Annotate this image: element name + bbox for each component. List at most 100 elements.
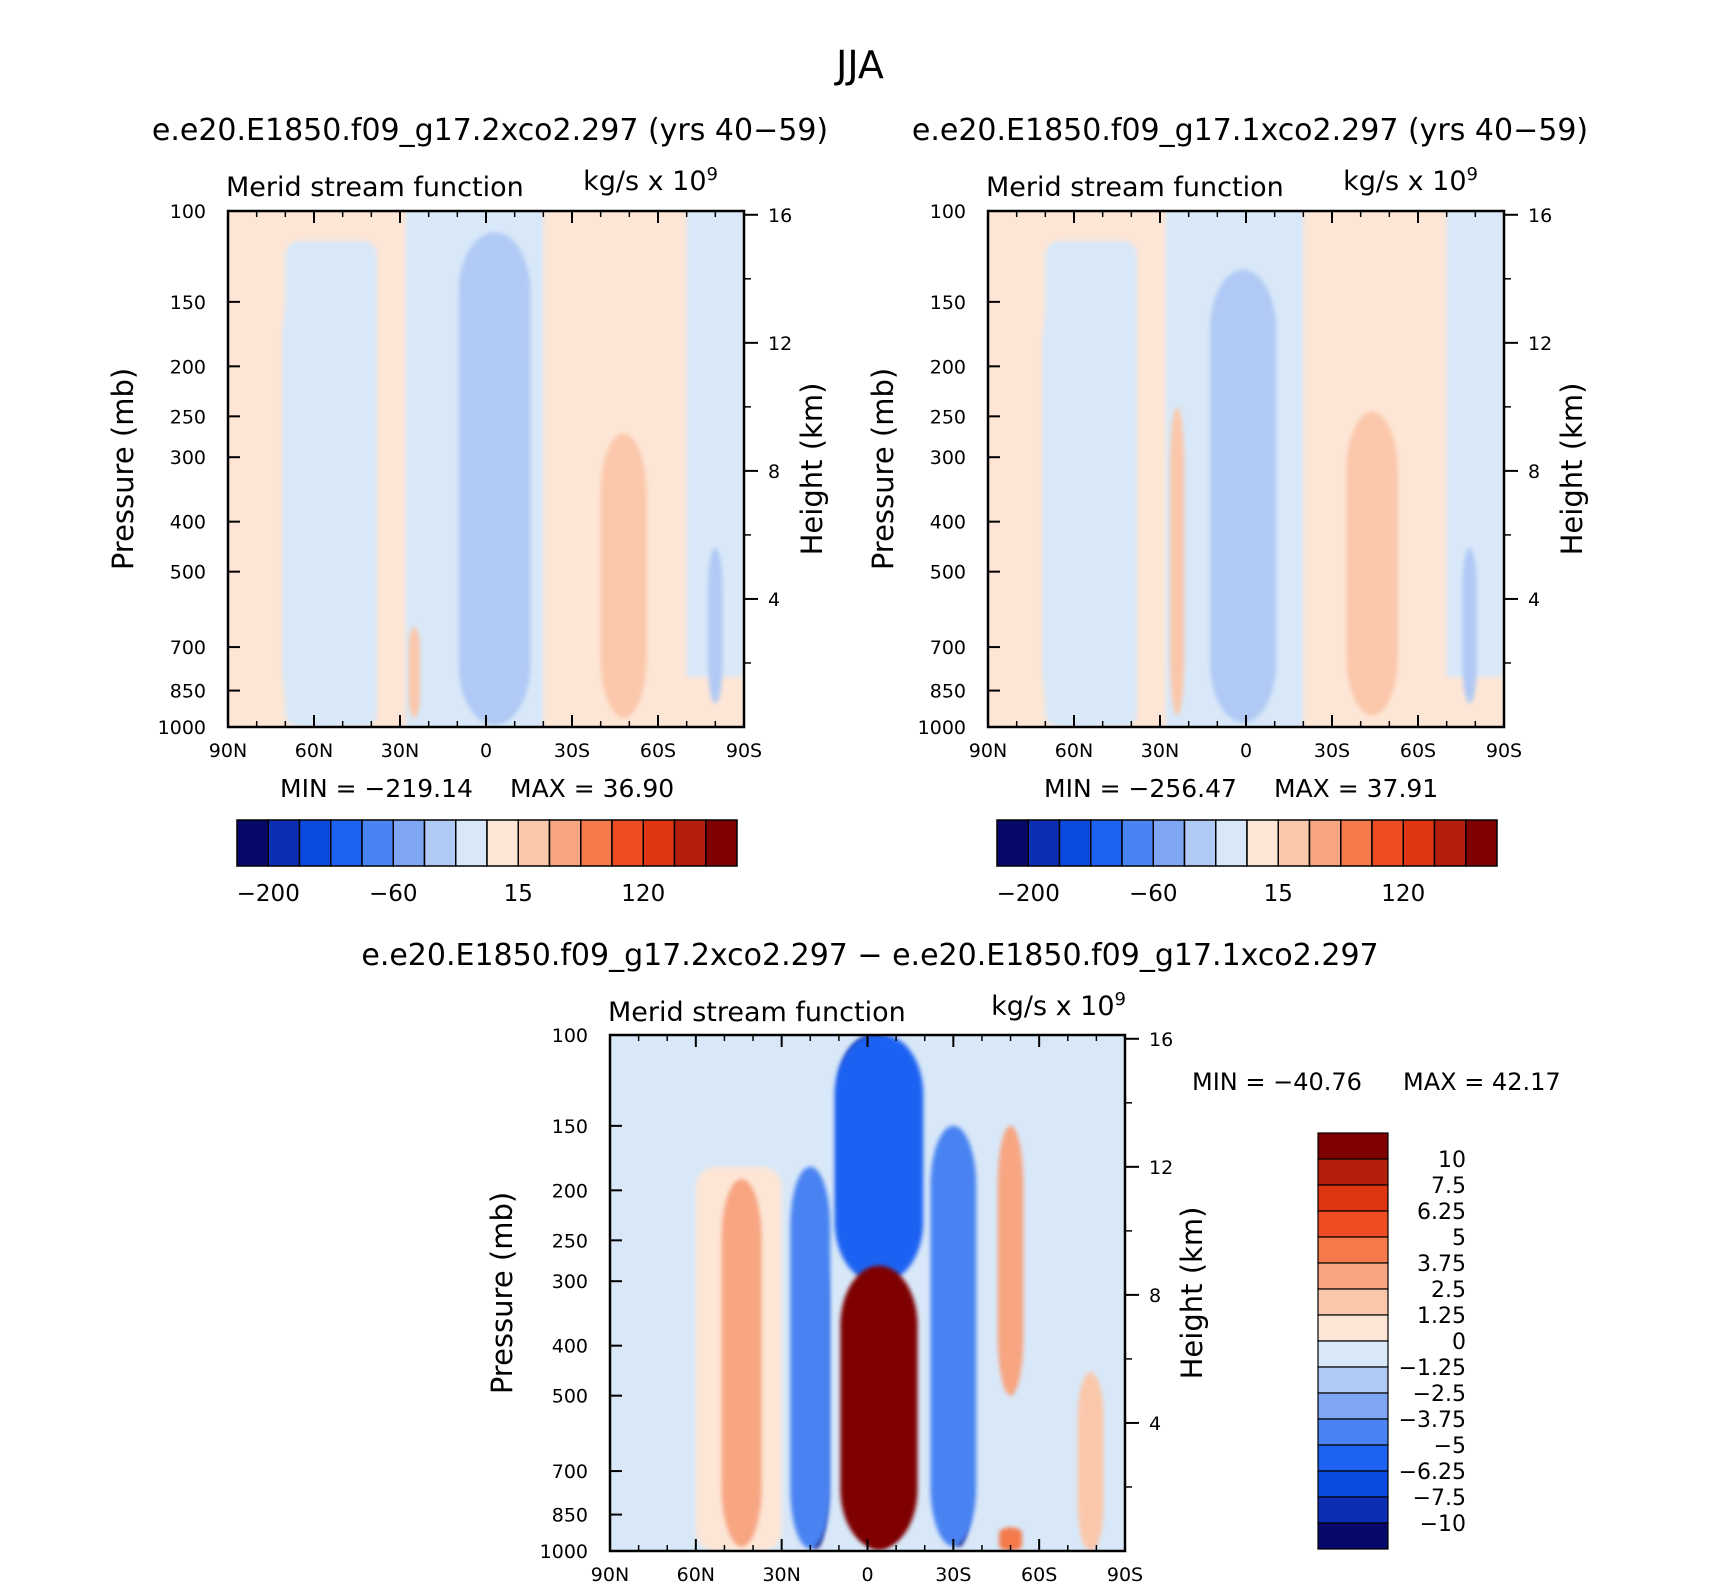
y-tick-label: 850: [170, 681, 206, 703]
panel-2-ylabel: Pressure (mb): [866, 368, 900, 570]
panel-3-units-exponent: 9: [1115, 989, 1126, 1010]
colorbar-box: [392, 819, 426, 867]
colorbar-box: [1317, 1262, 1389, 1290]
panel-2-min-label: MIN = −256.47: [1044, 774, 1237, 803]
contour-cell-5: [790, 1166, 831, 1549]
y-tick-label: 250: [552, 1230, 588, 1252]
panel-2-ylabel-right: Height (km): [1555, 383, 1589, 556]
colorbar-label: −2.5: [1413, 1382, 1466, 1407]
panel-1-max-label: MAX = 36.90: [510, 774, 674, 803]
y-tick-label: 250: [170, 406, 206, 428]
panel-3-units: kg/s x 109: [991, 989, 1126, 1022]
panel-3-ylabel-right: Height (km): [1175, 1207, 1209, 1380]
height-tick-label: 16: [1149, 1029, 1173, 1051]
panel-3: e.e20.E1850.f09_g17.2xco2.297 − e.e20.E1…: [361, 938, 1560, 1586]
colorbar-box: [1371, 819, 1404, 867]
x-tick-label: 30N: [381, 740, 419, 762]
height-tick-label: 4: [768, 589, 780, 611]
x-tick-label: 60N: [295, 740, 333, 762]
colorbar-label: 120: [1381, 881, 1425, 907]
colorbar-label: −6.25: [1399, 1460, 1466, 1485]
panel-1-axes: 90N 60N 30N 0 30S 60S 90S 100 150 200 250 300 400 500…: [158, 201, 793, 762]
colorbar-label: −200: [237, 881, 300, 907]
panel-1-field: [228, 211, 744, 727]
contour-cell-7: [282, 278, 357, 727]
colorbar-label: −7.5: [1413, 1486, 1466, 1511]
figure-title: JJA: [834, 43, 884, 87]
colorbar-label: −5: [1434, 1434, 1466, 1459]
colorbar-box: [1121, 819, 1154, 867]
colorbar-box: [1246, 819, 1279, 867]
panel-3-axes: 90N 60N 30N 0 30S 60S 90S 100 150 200 250 300 400 500…: [540, 1025, 1174, 1586]
height-tick-label: 8: [1528, 461, 1540, 483]
height-tick-label: 16: [768, 205, 792, 227]
colorbar-box: [611, 819, 644, 867]
y-tick-label: 200: [170, 356, 206, 378]
height-tick-label: 16: [1528, 205, 1552, 227]
x-tick-label: 30N: [762, 1564, 800, 1586]
colorbar-label: 1.25: [1417, 1304, 1466, 1329]
colorbar-box: [1058, 819, 1092, 867]
colorbar-box: [1317, 1288, 1389, 1316]
contour-cell-12: [999, 1527, 1022, 1551]
contour-cell-8: [1462, 548, 1477, 704]
contour-cell-1: [834, 1035, 924, 1282]
colorbar-box: [298, 819, 332, 867]
y-tick-label: 200: [930, 356, 966, 378]
y-tick-label: 100: [552, 1025, 588, 1047]
colorbar-box: [236, 819, 269, 867]
x-tick-label: 60S: [1021, 1564, 1057, 1586]
colorbar-box: [361, 819, 394, 867]
colorbar-box: [1317, 1496, 1389, 1524]
colorbar-box: [1317, 1158, 1389, 1186]
panel-3-field: [610, 1035, 1125, 1551]
contour-cell-10: [997, 1125, 1024, 1396]
colorbar-box: [1317, 1470, 1389, 1498]
colorbar-box: [486, 819, 519, 867]
contour-cell-7: [1170, 407, 1185, 716]
x-tick-label: 30S: [1314, 740, 1350, 762]
y-tick-label: 400: [930, 512, 966, 534]
y-tick-label: 850: [552, 1505, 588, 1527]
y-tick-label: 1000: [918, 717, 966, 739]
colorbar-box: [517, 819, 551, 867]
contour-cell-6: [600, 433, 647, 718]
colorbar-box: [1317, 1444, 1389, 1472]
colorbar-box: [1317, 1210, 1389, 1238]
x-tick-label: 60S: [640, 740, 676, 762]
difference-title: e.e20.E1850.f09_g17.2xco2.297 − e.e20.E1…: [361, 938, 1378, 973]
colorbar-box: [548, 819, 582, 867]
colorbar-box: [1308, 819, 1342, 867]
panel-1-units-exponent: 9: [707, 164, 718, 185]
y-tick-label: 400: [552, 1336, 588, 1358]
contour-cell-4: [458, 232, 531, 725]
x-tick-label: 60S: [1400, 740, 1436, 762]
x-tick-label: 90N: [209, 740, 247, 762]
colorbar-box: [705, 819, 738, 867]
panel-3-colorbar: 107.56.2553.752.51.250−1.25−2.5−3.75−5−6…: [1317, 1132, 1466, 1550]
contour-cell-8: [708, 548, 723, 704]
x-tick-label: 60N: [677, 1564, 715, 1586]
colorbar-label: 15: [1264, 881, 1293, 907]
colorbar-box: [423, 819, 457, 867]
contour-cell-11: [1077, 1372, 1104, 1551]
x-tick-label: 30S: [554, 740, 590, 762]
colorbar-box: [580, 819, 613, 867]
y-tick-label: 300: [170, 447, 206, 469]
x-tick-label: 90S: [1107, 1564, 1143, 1586]
colorbar-label: 0: [1452, 1330, 1466, 1355]
panel-1-units: kg/s x 109: [583, 164, 718, 197]
x-tick-label: 30S: [935, 1564, 971, 1586]
contour-cell-3: [847, 1273, 911, 1549]
colorbar-box: [1317, 1132, 1389, 1160]
contour-cell-6: [1042, 286, 1117, 727]
y-tick-label: 300: [930, 447, 966, 469]
colorbar-box: [1317, 1392, 1389, 1420]
panel-2-units: kg/s x 109: [1343, 164, 1478, 197]
colorbar-label: 7.5: [1431, 1174, 1466, 1199]
colorbar-label: −10: [1420, 1512, 1466, 1537]
panel-3-left-string: Merid stream function: [608, 997, 906, 1028]
y-tick-label: 150: [170, 292, 206, 314]
x-tick-label: 90S: [1486, 740, 1522, 762]
colorbar-label: 120: [621, 881, 665, 907]
